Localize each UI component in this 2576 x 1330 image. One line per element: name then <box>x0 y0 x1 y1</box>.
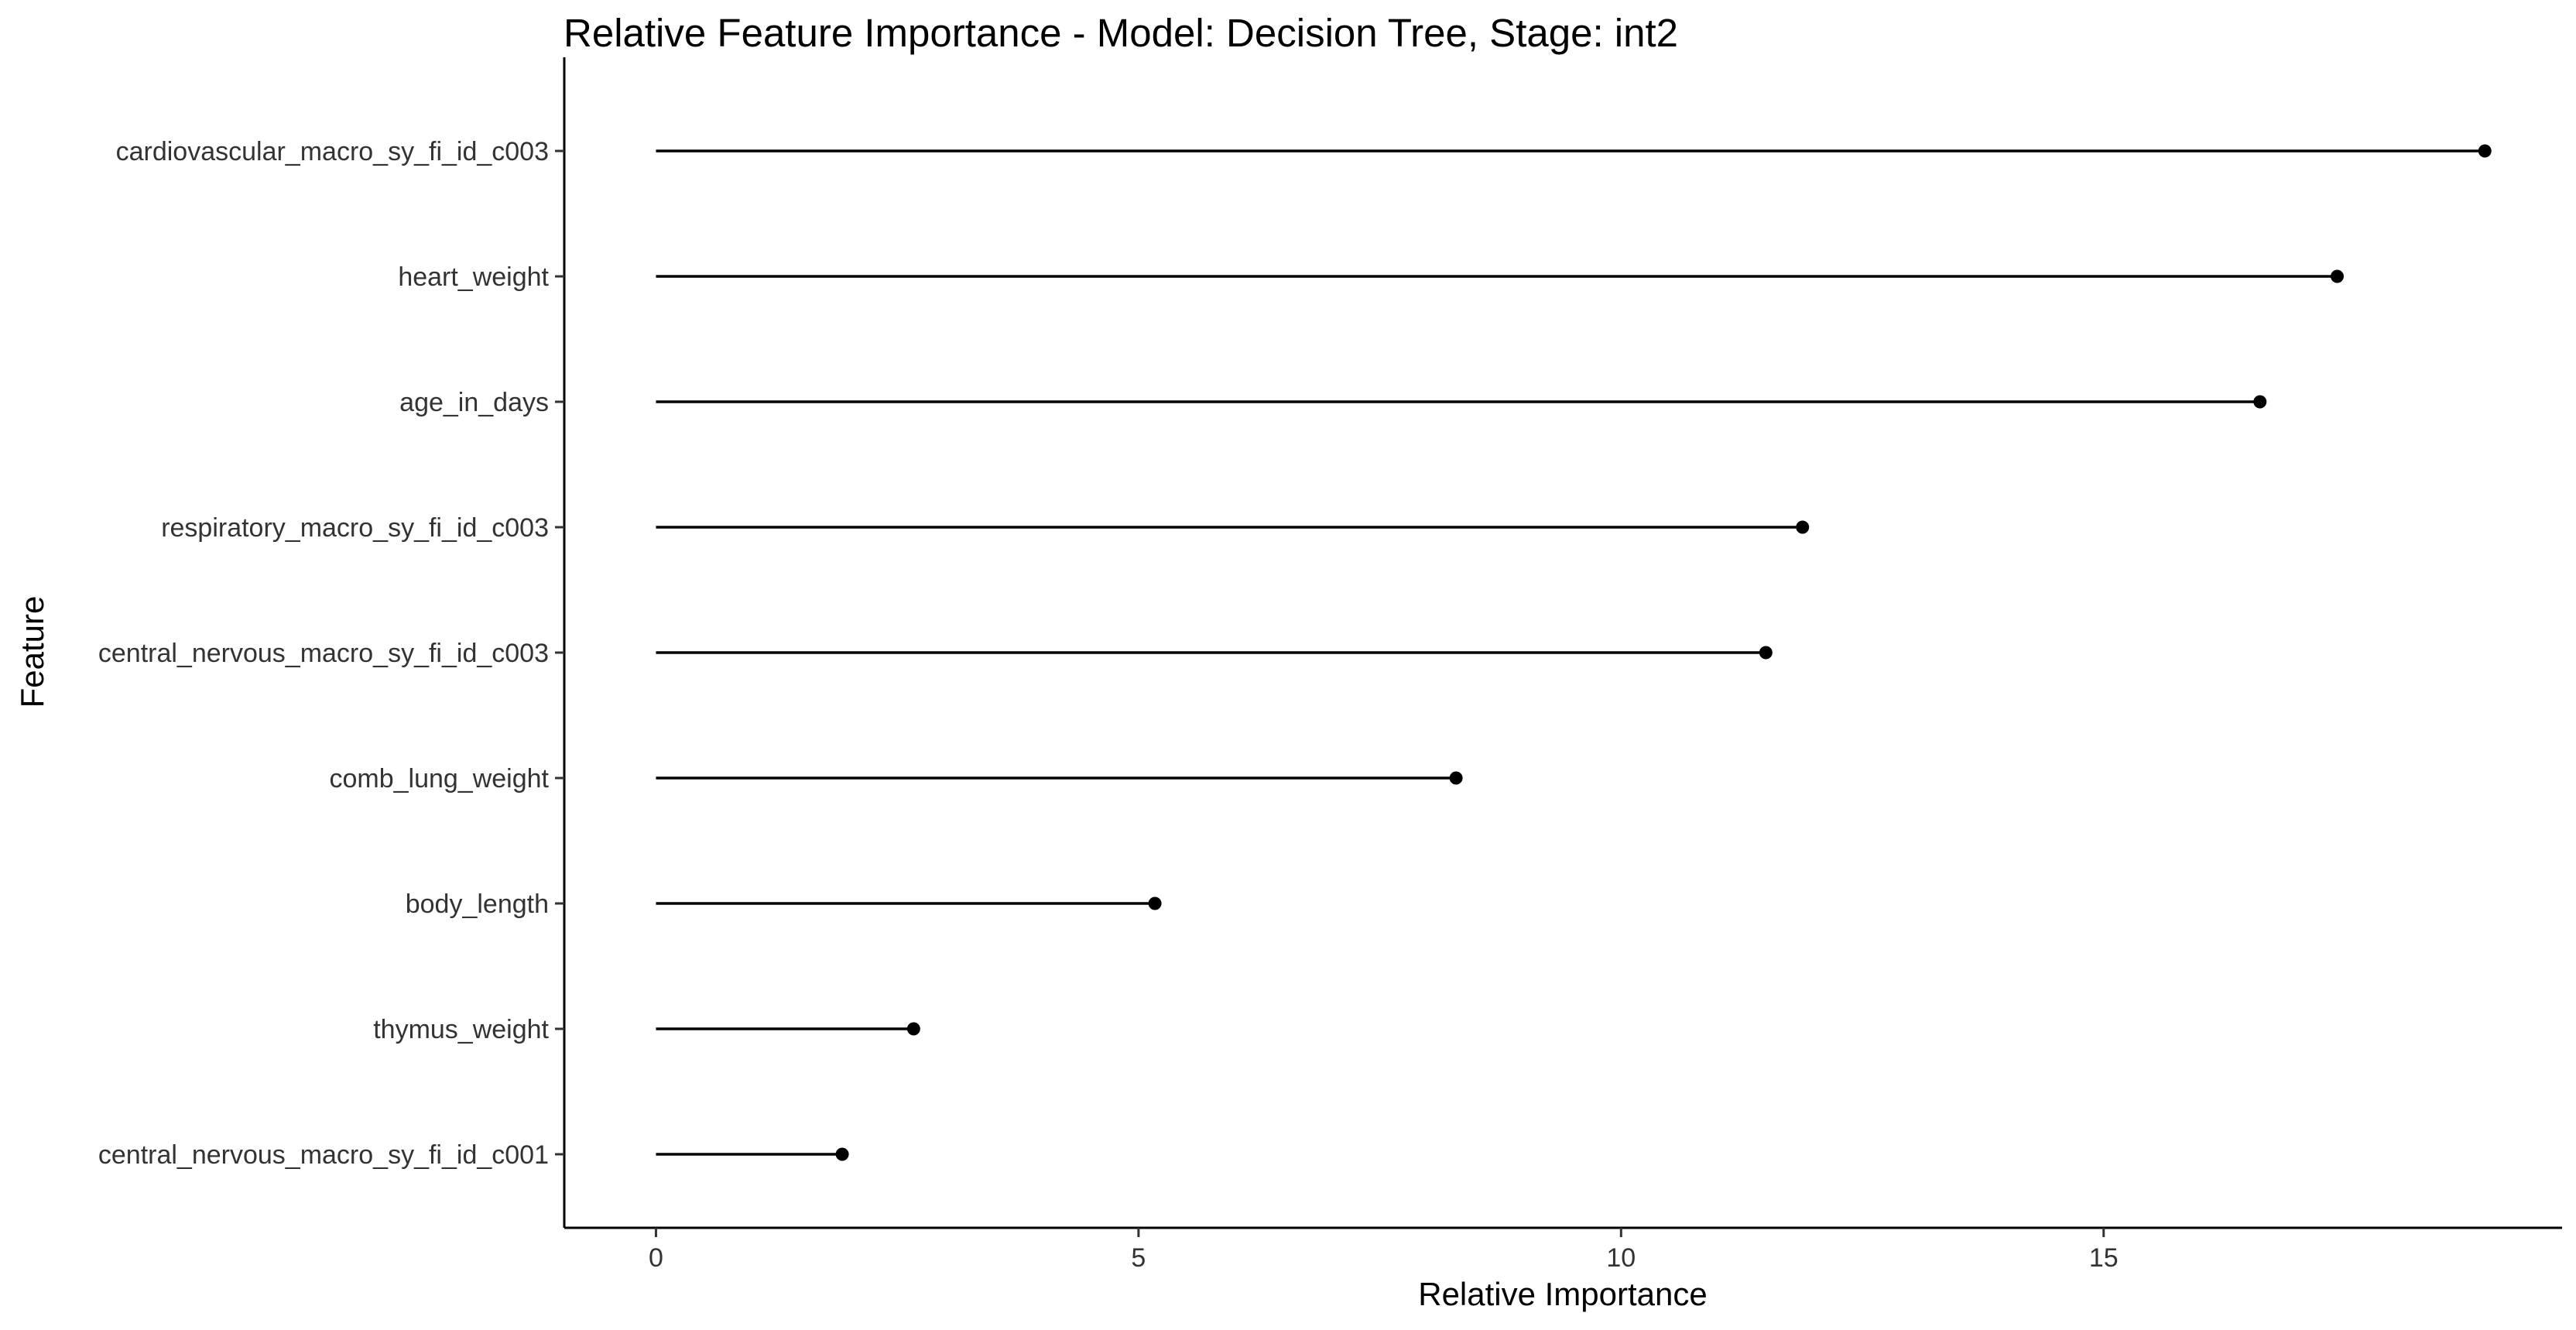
lollipop-point <box>906 1022 920 1036</box>
lollipop-point <box>2253 395 2267 409</box>
y-tick-label: body_length <box>406 890 549 919</box>
plot-panel <box>563 57 2562 1229</box>
x-tick-label: 15 <box>2089 1243 2119 1273</box>
x-tick-label: 0 <box>649 1243 663 1273</box>
lollipop-point <box>1759 646 1773 660</box>
lollipop-point <box>2478 144 2492 158</box>
y-tick-label: respiratory_macro_sy_fi_id_c003 <box>161 513 549 543</box>
lollipop-point <box>1449 771 1463 785</box>
y-axis-title: Feature <box>14 596 50 708</box>
lollipop-stems <box>656 149 2485 1156</box>
lollipop-point <box>835 1147 849 1161</box>
x-tick-label: 10 <box>1606 1243 1636 1273</box>
x-axis-title: Relative Importance <box>1418 1276 1708 1312</box>
y-tick-label: age_in_days <box>399 388 549 417</box>
x-axis-ticks: 0 5 10 15 <box>649 1228 2119 1273</box>
y-tick-label: heart_weight <box>398 262 549 292</box>
y-tick-label: cardiovascular_macro_sy_fi_id_c003 <box>116 137 549 166</box>
y-tick-label: thymus_weight <box>373 1015 549 1044</box>
x-tick-label: 5 <box>1131 1243 1146 1273</box>
lollipop-point <box>1148 896 1162 910</box>
y-tick-label: central_nervous_macro_sy_fi_id_c001 <box>98 1140 549 1170</box>
lollipop-point <box>2330 269 2344 283</box>
y-tick-label: central_nervous_macro_sy_fi_id_c003 <box>98 639 549 668</box>
lollipop-point <box>1796 520 1810 534</box>
lollipop-points <box>835 144 2492 1161</box>
y-tick-label: comb_lung_weight <box>329 764 549 794</box>
chart-title: Relative Feature Importance - Model: Dec… <box>564 11 1678 55</box>
y-axis-ticks: cardiovascular_macro_sy_fi_id_c003 heart_… <box>98 137 564 1170</box>
